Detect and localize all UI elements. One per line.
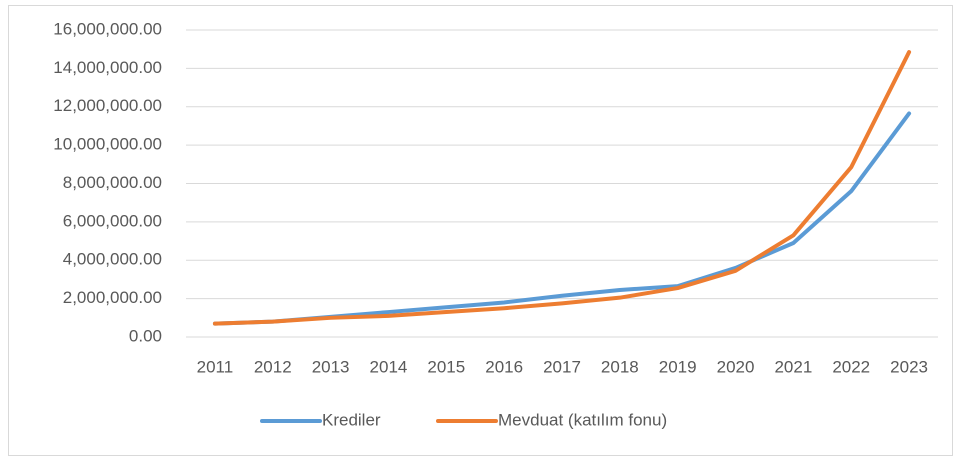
x-tick-label: 2021 bbox=[774, 357, 812, 376]
series-line bbox=[212, 50, 912, 326]
legend-label: Krediler bbox=[322, 410, 381, 429]
y-tick-label: 6,000,000.00 bbox=[63, 211, 162, 230]
x-tick-label: 2023 bbox=[890, 357, 928, 376]
x-tick-label: 2022 bbox=[832, 357, 870, 376]
y-tick-label: 0.00 bbox=[129, 326, 162, 345]
x-tick-label: 2012 bbox=[254, 357, 292, 376]
y-tick-label: 8,000,000.00 bbox=[63, 173, 162, 192]
x-tick-label: 2018 bbox=[601, 357, 639, 376]
y-tick-label: 12,000,000.00 bbox=[53, 96, 162, 115]
x-tick-label: 2013 bbox=[312, 357, 350, 376]
x-tick-label: 2017 bbox=[543, 357, 581, 376]
y-tick-label: 16,000,000.00 bbox=[53, 19, 162, 38]
y-tick-label: 2,000,000.00 bbox=[63, 288, 162, 307]
x-tick-label: 2011 bbox=[197, 357, 234, 376]
x-tick-label: 2014 bbox=[370, 357, 408, 376]
x-tick-label: 2016 bbox=[485, 357, 523, 376]
x-tick-label: 2020 bbox=[717, 357, 755, 376]
y-tick-label: 4,000,000.00 bbox=[63, 250, 162, 269]
x-tick-label: 2019 bbox=[659, 357, 697, 376]
y-tick-label: 10,000,000.00 bbox=[53, 135, 162, 154]
y-tick-label: 14,000,000.00 bbox=[53, 58, 162, 77]
x-tick-label: 2015 bbox=[427, 357, 465, 376]
legend-label: Mevduat (katılım fonu) bbox=[498, 410, 667, 429]
